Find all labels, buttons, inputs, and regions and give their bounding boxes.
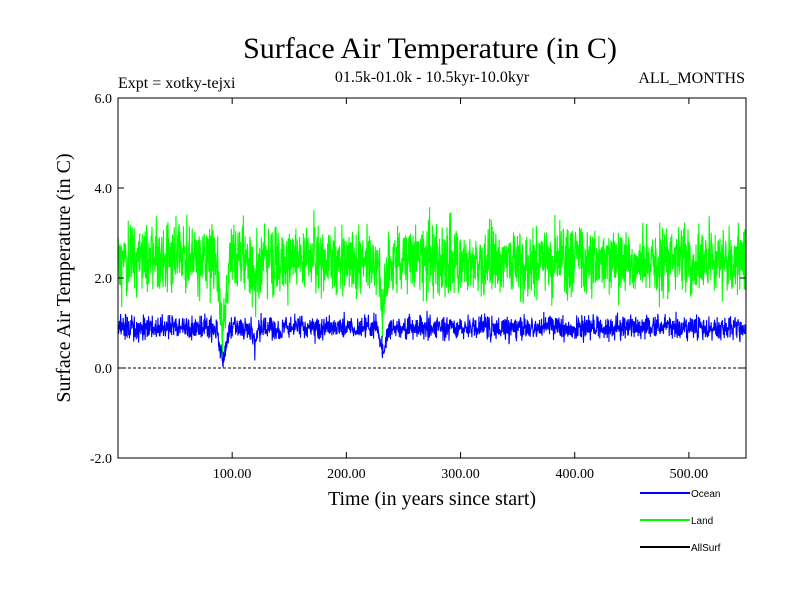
y-tick-label: 2.0: [95, 272, 113, 287]
x-tick-label: 500.00: [670, 467, 709, 482]
legend-land-label: Land: [691, 516, 713, 527]
y-tick-label: 6.0: [95, 92, 113, 107]
chart-title: Surface Air Temperature (in C): [243, 32, 617, 65]
series-land: [118, 207, 746, 355]
y-axis: -2.0 0.0 2.0 4.0 6.0: [90, 92, 746, 467]
plot-frame: [117, 97, 747, 459]
series-ocean: [118, 310, 746, 369]
x-tick-label: 100.00: [213, 467, 252, 482]
y-axis-label: Surface Air Temperature (in C): [53, 153, 75, 402]
y-tick-label: 0.0: [95, 362, 113, 377]
land-line: [118, 207, 746, 355]
x-tick-label: 400.00: [555, 467, 594, 482]
legend-allsurf-label: AllSurf: [691, 543, 721, 554]
expt-label: Expt = xotky-tejxi: [118, 75, 236, 92]
legend-ocean-label: Ocean: [691, 489, 720, 500]
months-label: ALL_MONTHS: [638, 70, 745, 87]
x-axis: 100.00 200.00 300.00 400.00 500.00: [213, 98, 708, 482]
y-tick-label: 4.0: [95, 182, 113, 197]
x-tick-label: 200.00: [327, 467, 366, 482]
legend: Ocean Land AllSurf: [640, 489, 721, 554]
y-tick-label: -2.0: [90, 452, 112, 467]
x-axis-label: Time (in years since start): [328, 488, 536, 510]
subtitle: 01.5k-01.0k - 10.5kyr-10.0kyr: [335, 69, 530, 86]
ocean-line: [118, 310, 746, 369]
x-tick-label: 300.00: [441, 467, 480, 482]
